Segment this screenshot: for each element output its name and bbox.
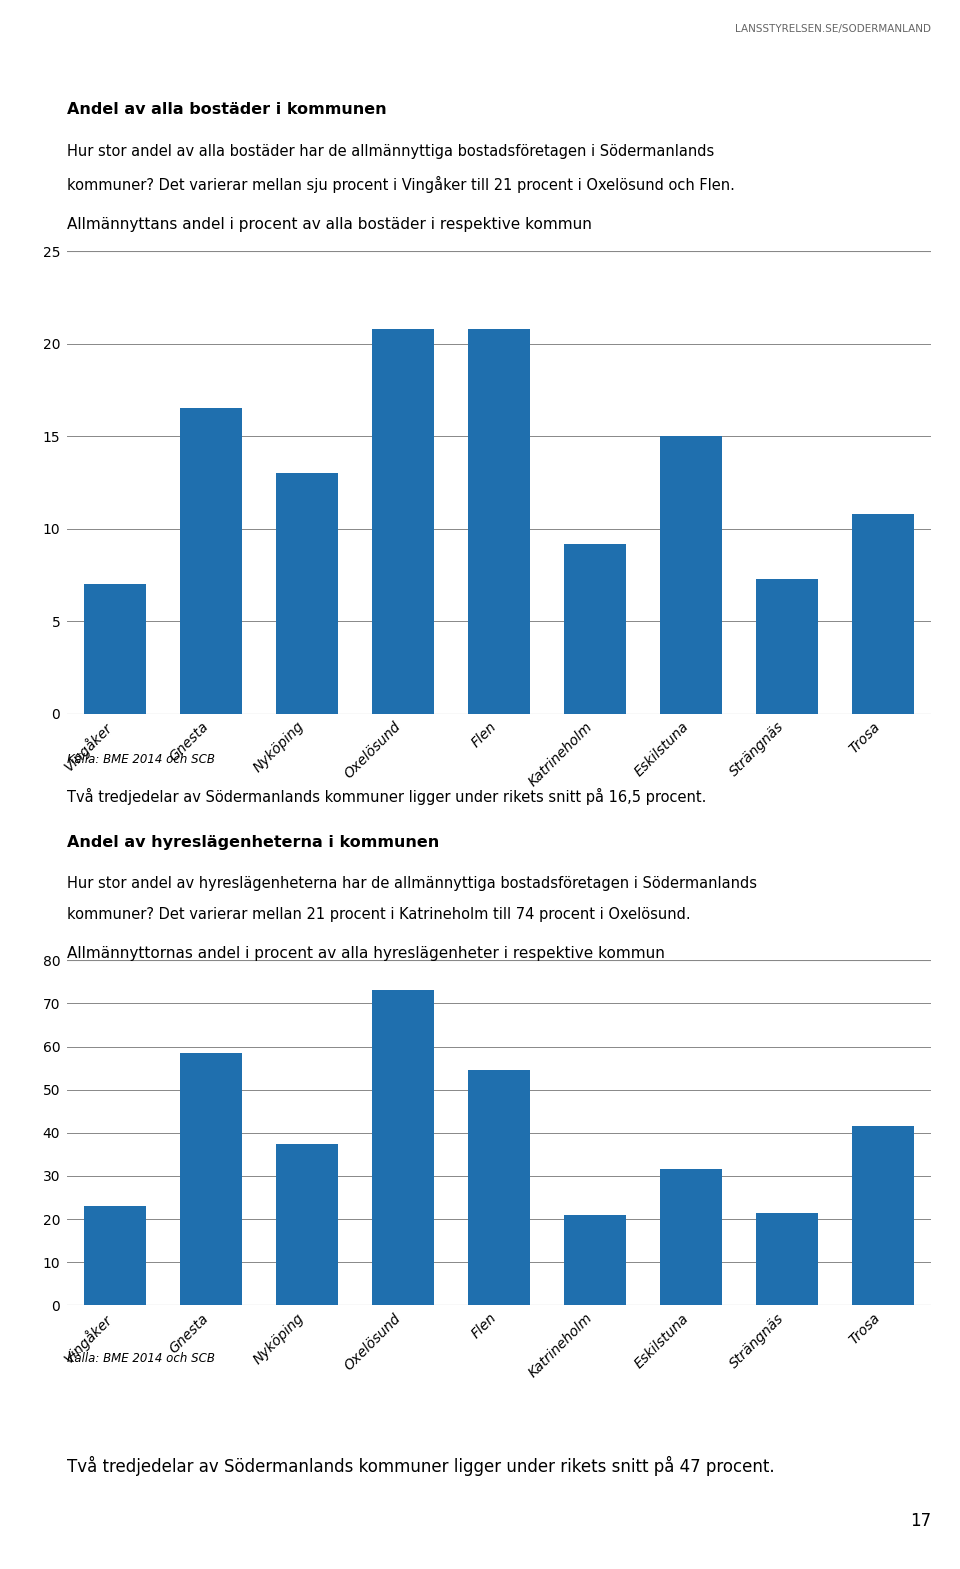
Bar: [564, 543, 626, 714]
Bar: [852, 515, 914, 714]
Bar: [84, 584, 146, 714]
Text: Källa: BME 2014 och SCB: Källa: BME 2014 och SCB: [67, 1352, 215, 1365]
Text: Andel av alla bostäder i kommunen: Andel av alla bostäder i kommunen: [67, 102, 387, 118]
Bar: [276, 474, 338, 714]
Bar: [180, 408, 242, 714]
Text: Källa: BME 2014 och SCB: Källa: BME 2014 och SCB: [67, 753, 215, 766]
Text: LANSSTYRELSEN.SE/SODERMANLAND: LANSSTYRELSEN.SE/SODERMANLAND: [735, 24, 931, 33]
Bar: [180, 1053, 242, 1305]
Text: Allmännyttornas andel i procent av alla hyreslägenheter i respektive kommun: Allmännyttornas andel i procent av alla …: [67, 946, 665, 962]
Text: Hur stor andel av alla bostäder har de allmännyttiga bostadsföretagen i Söderman: Hur stor andel av alla bostäder har de a…: [67, 144, 714, 160]
Text: 17: 17: [910, 1513, 931, 1530]
Bar: [372, 990, 434, 1305]
Bar: [564, 1214, 626, 1305]
Text: Två tredjedelar av Södermanlands kommuner ligger under rikets snitt på 47 procen: Två tredjedelar av Södermanlands kommune…: [67, 1456, 775, 1476]
Text: kommuner? Det varierar mellan 21 procent i Katrineholm till 74 procent i Oxelösu: kommuner? Det varierar mellan 21 procent…: [67, 907, 691, 923]
Bar: [756, 579, 818, 714]
Bar: [372, 329, 434, 714]
Bar: [756, 1213, 818, 1305]
Bar: [84, 1207, 146, 1305]
Bar: [660, 1169, 722, 1305]
Bar: [852, 1127, 914, 1305]
Text: kommuner? Det varierar mellan sju procent i Vingåker till 21 procent i Oxelösund: kommuner? Det varierar mellan sju procen…: [67, 176, 735, 193]
Bar: [468, 1070, 530, 1305]
Text: Allmännyttans andel i procent av alla bostäder i respektive kommun: Allmännyttans andel i procent av alla bo…: [67, 217, 592, 232]
Text: Hur stor andel av hyreslägenheterna har de allmännyttiga bostadsföretagen i Söde: Hur stor andel av hyreslägenheterna har …: [67, 876, 757, 891]
Bar: [468, 329, 530, 714]
Bar: [660, 436, 722, 714]
Text: Andel av hyreslägenheterna i kommunen: Andel av hyreslägenheterna i kommunen: [67, 835, 440, 850]
Bar: [276, 1144, 338, 1305]
Text: Två tredjedelar av Södermanlands kommuner ligger under rikets snitt på 16,5 proc: Två tredjedelar av Södermanlands kommune…: [67, 788, 707, 805]
